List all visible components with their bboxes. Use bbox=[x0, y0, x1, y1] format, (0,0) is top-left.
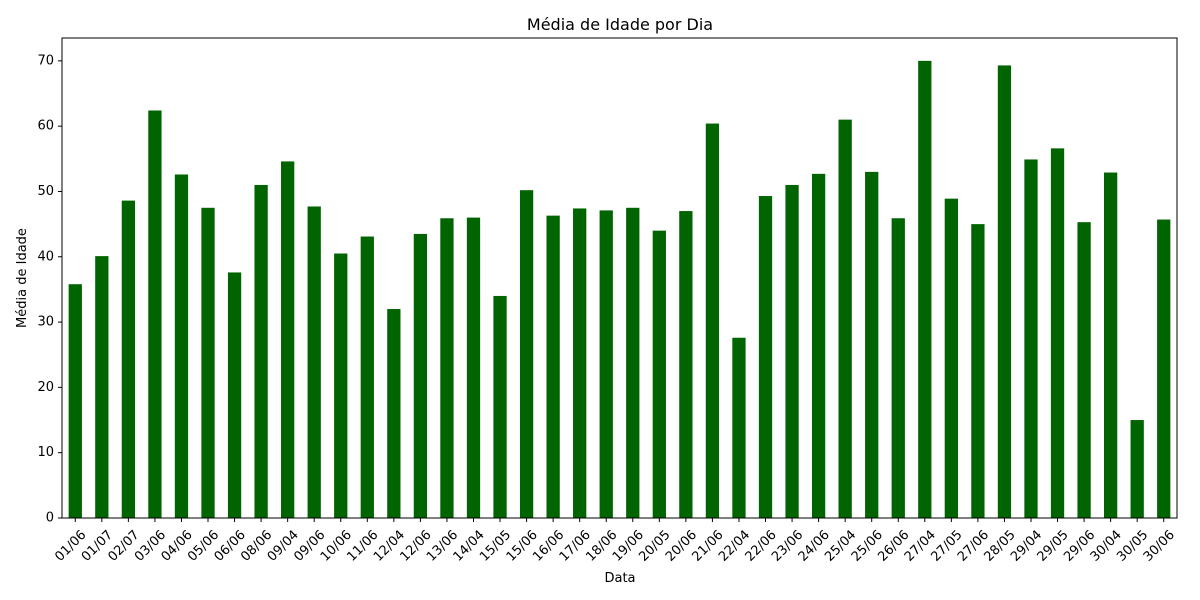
x-axis-label: Data bbox=[604, 571, 635, 586]
bar-26-06 bbox=[891, 218, 905, 518]
bar-27-04 bbox=[918, 60, 932, 518]
bar-19-06 bbox=[626, 207, 640, 519]
x-axis-ticks: 01/0601/0702/0703/0604/0605/0606/0608/06… bbox=[52, 518, 1178, 565]
bar-15-06 bbox=[519, 190, 534, 518]
bar-29-04 bbox=[1024, 159, 1038, 518]
bar-25-06 bbox=[865, 171, 879, 518]
bar-12-06 bbox=[413, 233, 428, 518]
bar-09-04 bbox=[281, 161, 295, 518]
bar-17-06 bbox=[573, 208, 587, 518]
y-axis-label: Média de Idade bbox=[15, 228, 30, 328]
y-tick-label: 0 bbox=[46, 511, 54, 526]
bar-30-06 bbox=[1157, 219, 1171, 518]
bar-28-05 bbox=[997, 65, 1012, 518]
bar-24-06 bbox=[811, 173, 826, 518]
bar-22-04 bbox=[732, 337, 746, 518]
bar-08-06 bbox=[254, 184, 268, 518]
bar-18-06 bbox=[599, 210, 613, 519]
bar-01-07 bbox=[95, 256, 109, 518]
chart-title: Média de Idade por Dia bbox=[527, 15, 713, 34]
bar-27-05 bbox=[944, 198, 958, 518]
y-tick-label: 20 bbox=[37, 380, 54, 395]
bar-04-06 bbox=[174, 174, 189, 518]
bar-30-04 bbox=[1103, 172, 1118, 518]
bar-03-06 bbox=[148, 110, 162, 518]
bar-21-06 bbox=[705, 123, 720, 518]
y-axis-ticks: 0 10 20 30 40 50 60 70 bbox=[37, 53, 62, 526]
bar-25-04 bbox=[838, 119, 852, 518]
bar-27-06 bbox=[971, 224, 985, 519]
bar-23-06 bbox=[785, 184, 799, 518]
bar-22-06 bbox=[758, 196, 773, 518]
y-tick-label: 30 bbox=[37, 315, 54, 330]
bar-30-05 bbox=[1130, 420, 1144, 518]
x-tick-label: 30/06 bbox=[1141, 528, 1178, 565]
bar-15-05 bbox=[493, 295, 507, 518]
y-tick-label: 10 bbox=[37, 445, 54, 460]
bar-20-05 bbox=[652, 230, 666, 518]
y-tick-label: 70 bbox=[37, 53, 54, 68]
bar-29-06 bbox=[1077, 222, 1091, 518]
bar-29-05 bbox=[1050, 148, 1065, 518]
y-tick-label: 40 bbox=[37, 249, 54, 264]
bar-01-06 bbox=[68, 284, 82, 518]
bar-14-04 bbox=[466, 217, 481, 518]
bar-11-06 bbox=[360, 236, 374, 518]
bar-06-06 bbox=[227, 272, 242, 518]
bar-20-06 bbox=[679, 211, 693, 518]
bar-10-06 bbox=[334, 253, 348, 519]
plot-frame bbox=[61, 37, 1178, 519]
bar-12-04 bbox=[387, 309, 401, 518]
y-tick-label: 50 bbox=[37, 184, 54, 199]
bar-05-06 bbox=[201, 207, 215, 519]
bar-02-07 bbox=[121, 200, 136, 518]
y-tick-label: 60 bbox=[37, 119, 54, 134]
bar-09-06 bbox=[307, 206, 321, 518]
bar-16-06 bbox=[546, 215, 560, 518]
bars-group bbox=[68, 60, 1171, 519]
bar-13-06 bbox=[440, 218, 454, 518]
